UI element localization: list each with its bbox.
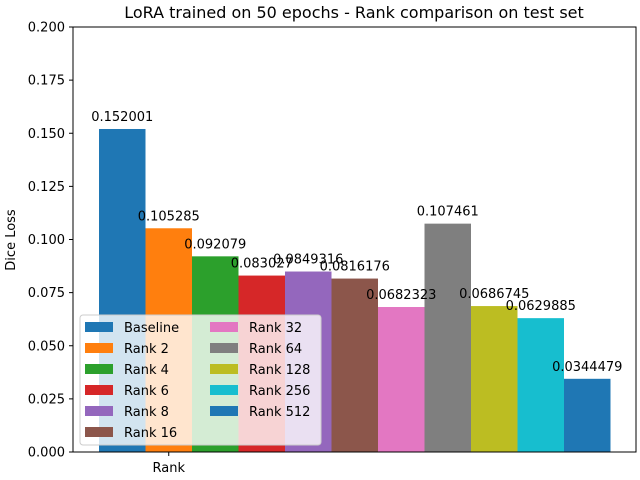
legend-swatch — [210, 322, 238, 332]
legend-swatch — [210, 406, 238, 416]
legend-swatch — [210, 343, 238, 353]
legend-label: Rank 32 — [249, 321, 302, 336]
legend-swatch — [210, 364, 238, 374]
y-tick-label: 0.075 — [28, 286, 65, 301]
bar-value-label: 0.0849316 — [273, 253, 343, 268]
legend-swatch — [85, 427, 113, 437]
legend-label: Rank 512 — [249, 405, 310, 420]
chart-title: LoRA trained on 50 epochs - Rank compari… — [124, 3, 584, 22]
bar-rank-32 — [378, 307, 425, 452]
bar-value-label: 0.0816176 — [320, 260, 390, 275]
y-tick-label: 0.000 — [28, 446, 65, 461]
legend-label: Rank 256 — [249, 384, 310, 399]
bar-value-label: 0.107461 — [417, 205, 479, 220]
bar-labels: 0.152001 0.105285 0.092079 0.0830270.084931… — [91, 110, 622, 375]
legend-label: Rank 16 — [124, 426, 177, 441]
bar-value-label: 0.152001 — [91, 110, 153, 125]
y-tick-label: 0.150 — [28, 127, 65, 142]
legend-label: Rank 8 — [124, 405, 169, 420]
y-tick-label: 0.100 — [28, 233, 65, 248]
y-tick-label: 0.025 — [28, 392, 65, 407]
bar-value-label: 0.0344479 — [552, 360, 622, 375]
bar-value-label: 0.083027 — [231, 257, 293, 272]
bar-rank-256 — [517, 318, 564, 452]
legend-swatch — [85, 385, 113, 395]
bar-rank-128 — [471, 306, 518, 452]
legend-label: Rank 64 — [249, 342, 302, 357]
bar-rank-512 — [564, 378, 611, 452]
plot-frame — [72, 26, 637, 453]
legend-label: Rank 128 — [249, 363, 310, 378]
x-tick-label: Rank — [153, 461, 186, 476]
y-tick-label: 0.175 — [28, 74, 65, 89]
legend-swatch — [85, 364, 113, 374]
y-tick-label: 0.050 — [28, 339, 65, 354]
bar-value-label: 0.0629885 — [506, 299, 576, 314]
legend-swatch — [85, 406, 113, 416]
y-tick-label: 0.200 — [28, 21, 65, 36]
legend-swatch — [210, 385, 238, 395]
bar-value-label: 0.0686745 — [459, 287, 529, 302]
bar-value-label: 0.105285 — [138, 209, 200, 224]
legend-swatch — [85, 343, 113, 353]
legend-label: Rank 4 — [124, 363, 169, 378]
bar-rank-64 — [424, 223, 471, 452]
legend-swatch — [85, 322, 113, 332]
bar-rank-16 — [331, 278, 378, 452]
legend-label: Baseline — [124, 321, 179, 336]
y-tick-label: 0.125 — [28, 180, 65, 195]
y-axis-label: Dice Loss — [4, 209, 19, 271]
legend-label: Rank 6 — [124, 384, 169, 399]
y-axis: 0.000 0.025 0.050 0.075 0.100 0.125 0.150 0.175… — [28, 21, 73, 461]
legend-label: Rank 2 — [124, 342, 169, 357]
legend: Baseline Rank 2 Rank 4 Rank 6 Rank 8 Rank 16 R… — [79, 314, 322, 446]
bar-value-label: 0.092079 — [184, 237, 246, 252]
legend-box — [79, 314, 322, 446]
x-axis: Rank — [153, 452, 186, 476]
bar-value-label: 0.0682323 — [366, 288, 436, 303]
